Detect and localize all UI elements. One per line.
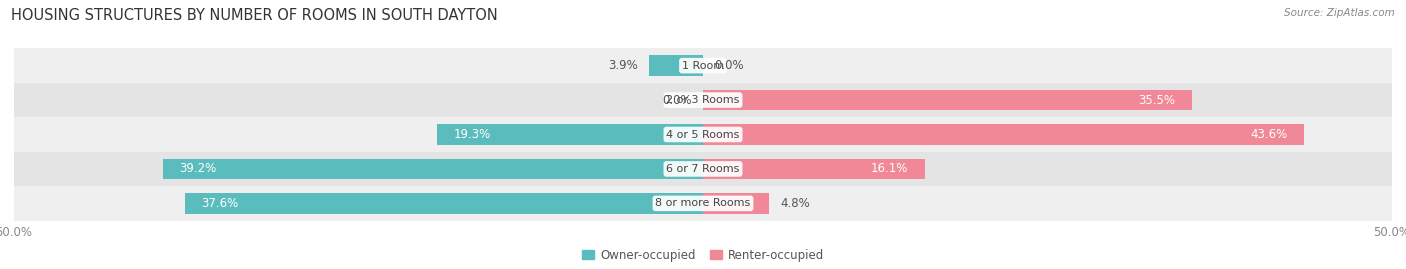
Bar	[163, 159, 703, 179]
Bar	[703, 90, 1192, 110]
Text: Source: ZipAtlas.com: Source: ZipAtlas.com	[1284, 8, 1395, 18]
Text: 37.6%: 37.6%	[201, 197, 239, 210]
Text: 3.9%: 3.9%	[609, 59, 638, 72]
Bar	[14, 83, 1392, 117]
Bar	[14, 152, 1392, 186]
Bar	[703, 124, 1303, 145]
Text: 35.5%: 35.5%	[1139, 94, 1175, 107]
Text: 0.0%: 0.0%	[714, 59, 744, 72]
Text: 4 or 5 Rooms: 4 or 5 Rooms	[666, 129, 740, 140]
Text: 19.3%: 19.3%	[454, 128, 491, 141]
Bar	[14, 186, 1392, 221]
Text: 4.8%: 4.8%	[780, 197, 810, 210]
Text: 0.0%: 0.0%	[662, 94, 692, 107]
Bar	[14, 117, 1392, 152]
Text: 2 or 3 Rooms: 2 or 3 Rooms	[666, 95, 740, 105]
Bar	[186, 193, 703, 214]
Text: 8 or more Rooms: 8 or more Rooms	[655, 198, 751, 208]
Text: HOUSING STRUCTURES BY NUMBER OF ROOMS IN SOUTH DAYTON: HOUSING STRUCTURES BY NUMBER OF ROOMS IN…	[11, 8, 498, 23]
Text: 16.1%: 16.1%	[870, 162, 908, 175]
Text: 43.6%: 43.6%	[1250, 128, 1288, 141]
Text: 1 Room: 1 Room	[682, 61, 724, 71]
Bar	[703, 193, 769, 214]
Bar	[437, 124, 703, 145]
Bar	[14, 48, 1392, 83]
Text: 39.2%: 39.2%	[180, 162, 217, 175]
Legend: Owner-occupied, Renter-occupied: Owner-occupied, Renter-occupied	[578, 244, 828, 266]
Bar	[703, 159, 925, 179]
Text: 6 or 7 Rooms: 6 or 7 Rooms	[666, 164, 740, 174]
Bar	[650, 55, 703, 76]
